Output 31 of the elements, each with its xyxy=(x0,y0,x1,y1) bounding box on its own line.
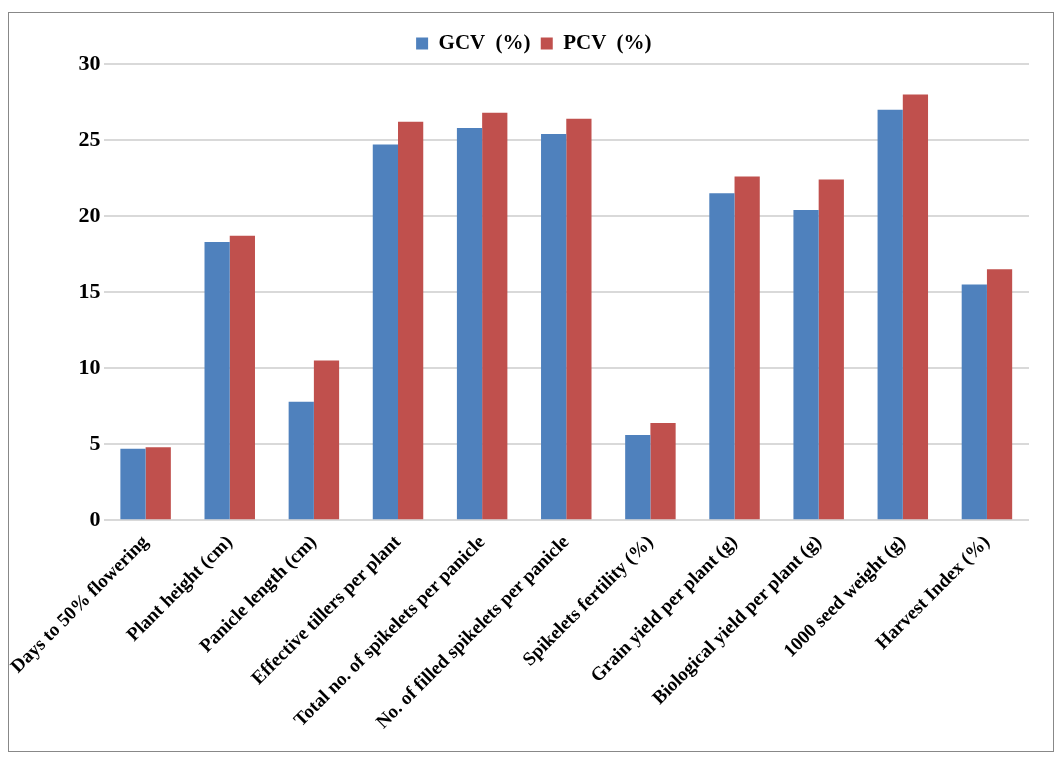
legend-label: PCV (%) xyxy=(563,29,652,54)
bar xyxy=(961,284,987,520)
bar xyxy=(734,176,760,520)
bar xyxy=(229,235,255,520)
bar xyxy=(709,193,735,520)
bar xyxy=(902,94,929,520)
y-tick-label: 25 xyxy=(78,125,101,151)
bar xyxy=(482,112,508,520)
bar xyxy=(541,133,567,520)
y-tick-label: 20 xyxy=(78,201,101,227)
bar xyxy=(793,210,819,520)
bar xyxy=(456,127,483,520)
bar xyxy=(625,435,651,520)
bar xyxy=(986,269,1013,520)
bar xyxy=(566,118,592,520)
bar xyxy=(313,360,340,520)
bar xyxy=(398,121,424,520)
bar xyxy=(650,422,676,520)
bar xyxy=(120,448,146,520)
bar xyxy=(372,144,399,520)
bar xyxy=(288,401,314,520)
y-tick-label: 15 xyxy=(78,277,101,303)
y-tick-label: 30 xyxy=(78,49,101,75)
y-tick-label: 5 xyxy=(89,429,101,455)
bar xyxy=(877,109,903,520)
bar xyxy=(204,241,230,520)
y-tick-label: 10 xyxy=(78,353,101,379)
bar xyxy=(818,179,844,520)
legend-label: GCV (%) xyxy=(438,29,531,54)
y-tick-label: 0 xyxy=(89,505,101,531)
bar xyxy=(145,447,171,520)
